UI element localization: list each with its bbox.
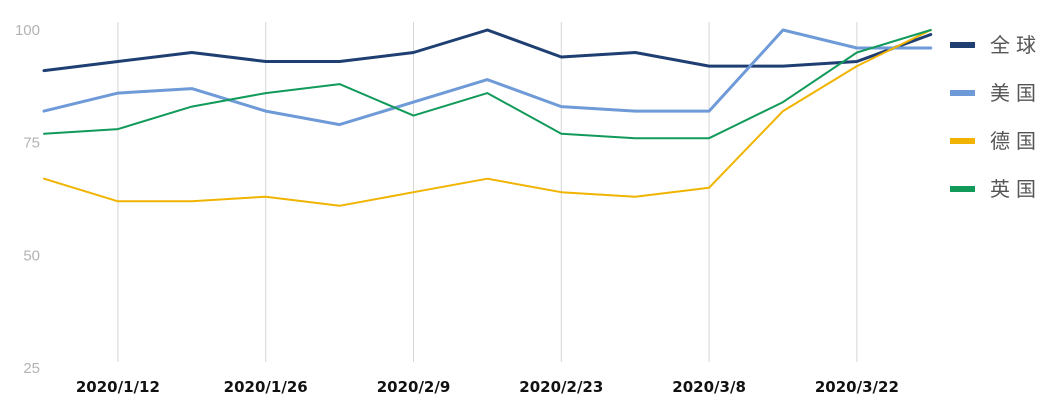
x-tick-label: 2020/2/9 bbox=[377, 378, 451, 396]
y-tick-label: 75 bbox=[23, 135, 40, 152]
series-line-2 bbox=[43, 29, 932, 207]
y-axis-ticks: 100 75 50 25 bbox=[15, 22, 40, 377]
y-tick-label: 100 bbox=[15, 22, 40, 39]
grid-lines bbox=[117, 22, 858, 362]
x-axis-ticks: 2020/1/12 2020/1/26 2020/2/9 2020/2/23 2020/… bbox=[76, 378, 899, 396]
legend-label: 英国 bbox=[990, 177, 1042, 201]
x-tick-label: 2020/2/23 bbox=[519, 378, 603, 396]
legend-swatch bbox=[950, 186, 975, 192]
series-line-1 bbox=[42, 28, 933, 127]
x-tick-label: 2020/1/12 bbox=[76, 378, 160, 396]
legend-swatch bbox=[950, 42, 975, 48]
x-tick-label: 2020/3/22 bbox=[815, 378, 899, 396]
legend-label: 美国 bbox=[990, 81, 1042, 105]
series-line-3 bbox=[43, 29, 932, 140]
series-lines bbox=[42, 28, 933, 207]
x-tick-label: 2020/1/26 bbox=[224, 378, 308, 396]
y-tick-label: 50 bbox=[23, 247, 40, 264]
legend-label: 全球 bbox=[990, 33, 1042, 57]
y-tick-label: 25 bbox=[23, 360, 40, 377]
legend-label: 德国 bbox=[990, 129, 1042, 153]
legend-swatch bbox=[950, 138, 975, 144]
legend-swatch bbox=[950, 90, 975, 96]
x-tick-label: 2020/3/8 bbox=[672, 378, 746, 396]
series-line-0 bbox=[42, 28, 933, 73]
